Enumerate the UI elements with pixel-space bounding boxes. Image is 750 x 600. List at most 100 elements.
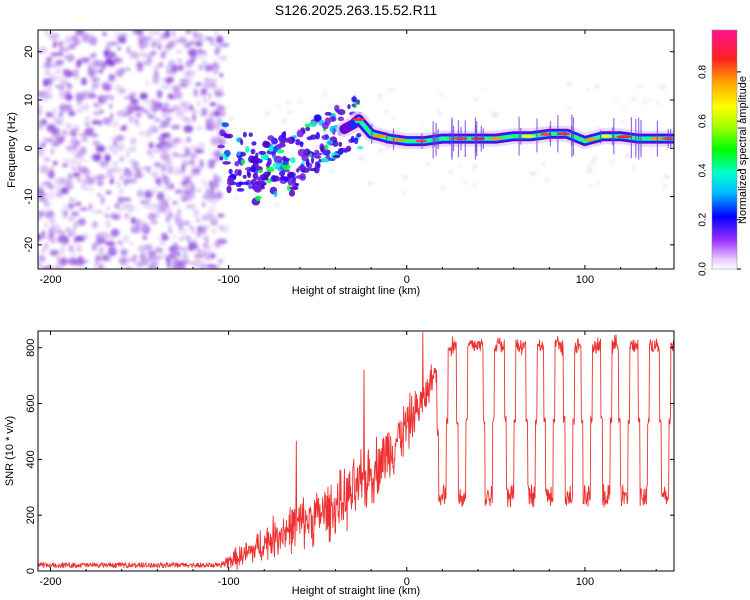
ridge-blob xyxy=(260,153,269,161)
ridge-hotspot xyxy=(616,135,632,139)
ridge-blob xyxy=(355,99,361,104)
noise-blob xyxy=(163,102,170,108)
noise-blob xyxy=(402,191,407,195)
ridge-blob xyxy=(313,114,322,121)
noise-blob xyxy=(205,118,215,124)
noise-blob xyxy=(180,101,187,108)
noise-blob xyxy=(210,264,220,269)
ridge-hotspot xyxy=(352,117,365,121)
noise-blob xyxy=(97,69,104,73)
noise-blob xyxy=(149,265,154,269)
noise-blob xyxy=(182,176,193,180)
noise-blob xyxy=(614,95,618,98)
noise-blob xyxy=(110,51,116,58)
ridge-blob xyxy=(334,104,340,112)
noise-blob xyxy=(109,94,114,102)
noise-blob xyxy=(377,93,383,97)
noise-blob xyxy=(75,201,82,206)
noise-blob xyxy=(85,176,95,186)
noise-blob xyxy=(90,133,99,137)
noise-blob xyxy=(123,182,128,187)
ridge-blob xyxy=(329,115,337,122)
noise-blob xyxy=(592,157,597,162)
noise-blob xyxy=(123,95,129,101)
noise-blob xyxy=(202,243,209,248)
noise-blob xyxy=(176,208,182,217)
ridge-blob xyxy=(320,157,329,163)
noise-blob xyxy=(101,254,110,262)
noise-blob xyxy=(113,57,124,64)
noise-blob xyxy=(61,163,69,167)
noise-blob xyxy=(188,159,196,165)
noise-blob xyxy=(76,60,81,69)
figure-title: S126.2025.263.15.52.R11 xyxy=(275,2,438,18)
noise-blob xyxy=(163,200,169,209)
noise-blob xyxy=(59,115,65,123)
ridge-blob xyxy=(297,148,306,157)
noise-blob xyxy=(217,213,225,218)
noise-blob xyxy=(164,30,171,39)
noise-blob xyxy=(154,161,162,168)
noise-blob xyxy=(196,248,201,252)
ridge-blob xyxy=(314,155,322,159)
y-tick-label: 400 xyxy=(25,450,37,468)
noise-blob xyxy=(137,219,145,225)
ridge-blob xyxy=(242,131,247,138)
noise-blob xyxy=(117,36,127,44)
noise-blob xyxy=(358,155,365,160)
noise-blob xyxy=(100,195,105,205)
noise-blob xyxy=(218,224,225,231)
noise-blob xyxy=(84,169,91,179)
noise-blob xyxy=(117,205,124,213)
ridge-blob xyxy=(345,145,352,152)
noise-blob xyxy=(58,67,63,72)
ridge-blob xyxy=(266,166,275,173)
noise-blob xyxy=(71,203,78,207)
noise-blob xyxy=(327,103,333,108)
noise-blob xyxy=(65,123,73,129)
noise-blob xyxy=(234,196,240,199)
noise-blob xyxy=(64,94,73,101)
noise-blob xyxy=(130,226,138,234)
noise-blob xyxy=(145,196,151,205)
noise-blob xyxy=(69,151,78,156)
noise-blob xyxy=(663,174,670,179)
noise-blob xyxy=(219,84,223,94)
noise-blob xyxy=(196,32,204,41)
noise-blob xyxy=(144,131,153,135)
noise-blob xyxy=(76,220,87,224)
noise-blob xyxy=(209,253,216,259)
noise-blob xyxy=(157,235,166,242)
noise-blob xyxy=(171,64,179,73)
noise-blob xyxy=(214,126,220,130)
noise-blob xyxy=(472,167,475,172)
noise-blob xyxy=(94,258,99,267)
noise-blob xyxy=(126,46,131,54)
noise-blob xyxy=(70,251,77,257)
ridge-blob xyxy=(248,185,252,189)
noise-blob xyxy=(65,180,73,189)
noise-blob xyxy=(642,100,646,104)
noise-blob xyxy=(139,252,147,260)
noise-blob xyxy=(128,159,137,163)
noise-blob xyxy=(83,232,87,239)
ridge-hotspot xyxy=(600,134,612,138)
noise-blob xyxy=(61,158,70,163)
ridge-blob xyxy=(253,176,261,181)
ridge-hotspot xyxy=(557,132,570,136)
noise-blob xyxy=(167,195,171,201)
noise-blob xyxy=(118,33,128,38)
noise-blob xyxy=(185,30,192,35)
noise-blob xyxy=(75,235,85,242)
ridge-blob xyxy=(351,103,356,107)
noise-blob xyxy=(203,235,209,241)
ridge-blob xyxy=(223,134,231,139)
noise-blob xyxy=(117,196,124,205)
noise-blob xyxy=(135,205,139,212)
noise-blob xyxy=(66,83,72,89)
noise-blob xyxy=(40,142,47,148)
noise-blob xyxy=(187,235,191,244)
noise-blob xyxy=(67,110,76,117)
noise-blob xyxy=(128,116,134,124)
noise-blob xyxy=(163,212,171,216)
